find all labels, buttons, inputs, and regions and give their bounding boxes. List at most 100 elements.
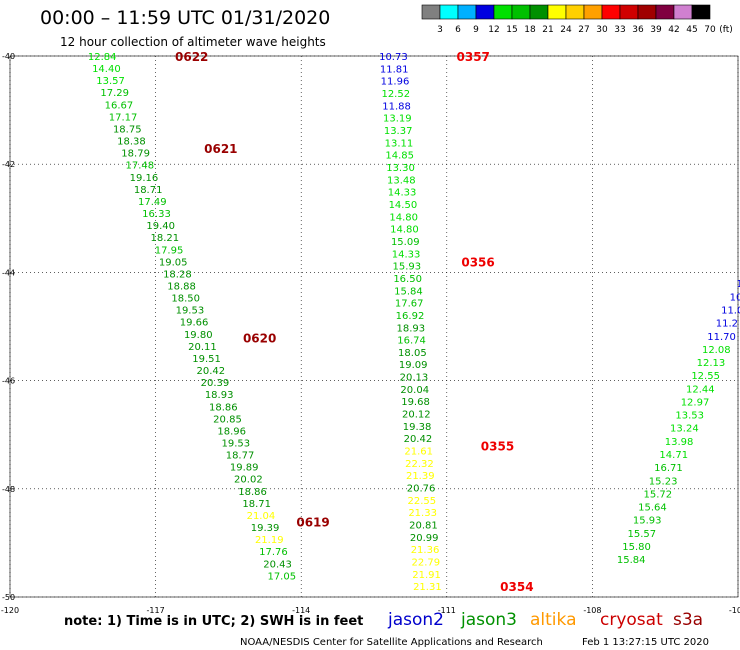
swh-label: 15.57 bbox=[628, 529, 657, 540]
swh-label: 10 bbox=[736, 279, 740, 290]
longitude-tick-label: -108 bbox=[583, 606, 601, 615]
legend-s3a: s3a bbox=[673, 610, 703, 630]
swh-label: 16.67 bbox=[105, 100, 134, 111]
swh-label: 19.89 bbox=[230, 463, 259, 474]
latitude-tick-label: -46 bbox=[2, 377, 15, 386]
swh-label: 12.97 bbox=[681, 397, 710, 408]
time-label: 0354 bbox=[500, 580, 533, 594]
colorbar-swatch bbox=[583, 4, 603, 20]
colorbar-swatch bbox=[637, 4, 657, 20]
colorbar-label: 15 bbox=[506, 25, 517, 35]
colorbar-label: (ft) bbox=[719, 25, 733, 35]
colorbar-label: 39 bbox=[650, 25, 662, 35]
latitude-tick-label: -50 bbox=[2, 593, 15, 602]
swh-label: 18.21 bbox=[151, 233, 180, 244]
swh-label: 14.80 bbox=[390, 225, 419, 236]
swh-label: 18.93 bbox=[396, 323, 425, 334]
colorbar-swatch bbox=[547, 4, 567, 20]
swh-label: 11.2 bbox=[716, 319, 738, 330]
swh-label: 14.33 bbox=[392, 249, 421, 260]
swh-label: 18.86 bbox=[209, 402, 238, 413]
latitude-tick-label: -44 bbox=[2, 268, 15, 277]
longitude-tick-label: -117 bbox=[147, 606, 165, 615]
legend-cryosat: cryosat bbox=[600, 610, 663, 630]
swh-label: 13.48 bbox=[387, 175, 416, 186]
longitude-tick-label: -114 bbox=[292, 606, 310, 615]
swh-label: 17.76 bbox=[259, 547, 288, 558]
swh-label: 16.33 bbox=[142, 209, 171, 220]
swh-label: 18.71 bbox=[134, 185, 163, 196]
colorbar-swatch bbox=[421, 4, 441, 20]
colorbar-label: 70 bbox=[704, 25, 716, 35]
swh-label: 20.39 bbox=[201, 378, 230, 389]
chart-title: 00:00 – 11:59 UTC 01/31/2020 bbox=[40, 7, 330, 29]
colorbar-swatch bbox=[619, 4, 639, 20]
generated-timestamp: Feb 1 13:27:15 UTC 2020 bbox=[582, 637, 709, 648]
swh-label: 13.30 bbox=[386, 163, 415, 174]
swh-label: 17.05 bbox=[267, 571, 296, 582]
swh-label: 20.76 bbox=[407, 484, 436, 495]
colorbar-swatch bbox=[691, 4, 711, 20]
swh-label: 10. bbox=[730, 292, 740, 303]
swh-label: 18.93 bbox=[205, 390, 234, 401]
swh-label: 11.70 bbox=[707, 332, 736, 343]
colorbar-swatch bbox=[565, 4, 585, 20]
colorbar-label: 33 bbox=[614, 25, 625, 35]
swh-label: 18.86 bbox=[238, 487, 267, 498]
colorbar-label: 42 bbox=[668, 25, 679, 35]
swh-label: 15.09 bbox=[391, 237, 420, 248]
colorbar-swatch bbox=[673, 4, 693, 20]
colorbar-swatch bbox=[655, 4, 675, 20]
swh-label: 19.16 bbox=[130, 173, 159, 184]
swh-label: 19.80 bbox=[184, 330, 213, 341]
swh-label: 18.28 bbox=[163, 269, 192, 280]
swh-label: 15.84 bbox=[394, 286, 423, 297]
swh-label: 15.72 bbox=[643, 489, 672, 500]
latitude-tick-label: -48 bbox=[2, 485, 15, 494]
colorbar-label: 9 bbox=[473, 25, 479, 35]
swh-label: 22.79 bbox=[411, 558, 440, 569]
swh-label: 12.13 bbox=[697, 358, 726, 369]
swh-label: 20.85 bbox=[213, 414, 242, 425]
colorbar-label: 18 bbox=[524, 25, 536, 35]
swh-label: 21.61 bbox=[404, 447, 433, 458]
swh-label: 15.80 bbox=[622, 542, 651, 553]
color-scale-bar: 3 6 9 12 15 18 21 24 27 30 33 36 39 42 45 70 (ft) bbox=[421, 4, 733, 35]
swh-label: 22.32 bbox=[405, 459, 434, 470]
footer-note: note: 1) Time is in UTC; 2) SWH is in fe… bbox=[64, 614, 363, 629]
chart-subtitle: 12 hour collection of altimeter wave hei… bbox=[60, 35, 326, 49]
swh-label: 19.53 bbox=[176, 306, 205, 317]
legend-jason3: jason3 bbox=[460, 610, 517, 630]
swh-label: 11.81 bbox=[380, 64, 409, 75]
time-label: 0619 bbox=[296, 515, 329, 529]
swh-label: 18.71 bbox=[242, 499, 271, 510]
colorbar-swatch bbox=[493, 4, 513, 20]
swh-label: 20.04 bbox=[400, 385, 429, 396]
swh-label: 19.40 bbox=[146, 221, 175, 232]
colorbar-label: 27 bbox=[578, 25, 589, 35]
swh-label: 21.19 bbox=[255, 535, 284, 546]
swh-label: 17.48 bbox=[125, 161, 154, 172]
swh-label: 21.04 bbox=[247, 511, 276, 522]
time-label: 0357 bbox=[457, 50, 490, 64]
swh-label: 16.92 bbox=[396, 311, 425, 322]
swh-label: 20.11 bbox=[188, 342, 217, 353]
swh-label: 20.02 bbox=[234, 475, 263, 486]
colorbar-swatch bbox=[601, 4, 621, 20]
swh-label: 21.33 bbox=[408, 508, 437, 519]
colorbar-label: 21 bbox=[542, 25, 553, 35]
swh-label: 12.44 bbox=[686, 384, 715, 395]
colorbar-swatch bbox=[511, 4, 531, 20]
swh-label: 18.79 bbox=[121, 149, 150, 160]
swh-label: 17.67 bbox=[395, 299, 424, 310]
time-label: 0621 bbox=[204, 142, 237, 156]
swh-label: 13.37 bbox=[384, 126, 413, 137]
swh-label: 13.24 bbox=[670, 424, 699, 435]
swh-label: 18.77 bbox=[226, 451, 255, 462]
swh-label: 19.09 bbox=[399, 360, 428, 371]
swh-label: 20.12 bbox=[402, 410, 431, 421]
colorbar-label: 45 bbox=[686, 25, 697, 35]
swh-label: 18.96 bbox=[217, 426, 246, 437]
swh-label: 13.53 bbox=[675, 411, 704, 422]
